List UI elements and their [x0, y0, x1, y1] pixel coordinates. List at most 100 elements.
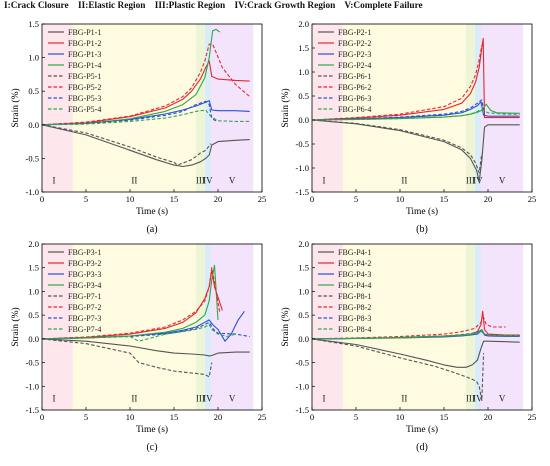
y-tick-label: 0.0: [28, 334, 39, 344]
y-tick-label: 0.5: [28, 310, 39, 320]
x-tick-label: 5: [354, 412, 358, 422]
legend-label-fbg-p1-2: FBG-P1-2: [68, 39, 101, 48]
x-tick-label: 0: [310, 194, 314, 204]
stage-label-2: II: [401, 176, 407, 186]
y-tick-label: 1.5: [28, 263, 39, 273]
y-tick-label: 2.0: [298, 19, 309, 29]
legend-label-fbg-p7-3: FBG-P7-3: [68, 314, 101, 323]
series-line-fbg-p6-2: [311, 42, 485, 121]
stage-label-1: I: [53, 176, 56, 186]
x-tick-label: 15: [170, 194, 179, 204]
legend-label-fbg-p7-1: FBG-P7-1: [68, 292, 101, 301]
series-line-fbg-p8-1: [311, 338, 485, 402]
legend-label-fbg-p5-3: FBG-P5-3: [68, 94, 101, 103]
legend-label-fbg-p3-1: FBG-P3-1: [68, 248, 101, 257]
series-line-fbg-p1-4: [41, 28, 221, 126]
y-tick-label: 0.5: [298, 310, 309, 320]
y-tick-label: -1.5: [296, 187, 309, 197]
y-tick-label: 0.5: [298, 91, 309, 101]
y-tick-label: -0.5: [26, 153, 39, 163]
x-tick-label: 0: [310, 412, 314, 422]
plot-frame: [311, 23, 533, 193]
y-tick-label: 1.0: [28, 53, 39, 63]
legend-label-fbg-p5-4: FBG-P5-4: [68, 105, 101, 114]
series-line-fbg-p5-2: [41, 43, 251, 126]
stage-legend-item-2: II:Elastic Region: [77, 1, 146, 11]
series-line-fbg-p1-1: [41, 124, 250, 168]
stage-region-1: [42, 24, 73, 192]
y-tick-label: 2.0: [298, 239, 309, 249]
y-axis-label: Strain (%): [10, 88, 21, 127]
stage-region-5: [480, 244, 524, 410]
plot-frame: [311, 243, 533, 411]
legend: FBG-P3-1 FBG-P3-2 FBG-P3-3 FBG-P3-4 FBG-P7-1…: [48, 248, 101, 334]
series-line-fbg-p6-4: [311, 108, 520, 121]
stage-label-5: V: [229, 394, 236, 404]
stage-label-3: III: [466, 176, 475, 186]
legend-label-fbg-p7-2: FBG-P7-2: [68, 303, 101, 312]
y-tick-label: -0.5: [26, 358, 39, 368]
legend-label-fbg-p1-3: FBG-P1-3: [68, 50, 101, 59]
stage-region-2: [72, 244, 196, 410]
legend-label-fbg-p7-4: FBG-P7-4: [68, 325, 101, 334]
legend-label-fbg-p3-3: FBG-P3-3: [68, 270, 101, 279]
stage-label-2: II: [131, 176, 137, 186]
x-tick-label: 15: [440, 412, 449, 422]
legend: FBG-P2-1 FBG-P2-2 FBG-P2-3 FBG-P2-4 FBG-P6-1…: [318, 28, 371, 114]
legend: FBG-P1-1 FBG-P1-2 FBG-P1-3 FBG-P1-4 FBG-P5-1…: [48, 28, 101, 114]
legend-label-fbg-p2-1: FBG-P2-1: [338, 28, 371, 37]
y-tick-label: -1.5: [26, 405, 39, 415]
y-tick-label: 0.0: [298, 334, 309, 344]
legend-label-fbg-p3-4: FBG-P3-4: [68, 281, 101, 290]
x-tick-label: 10: [396, 412, 405, 422]
x-axis-label: Time (s): [406, 424, 438, 435]
x-tick-label: 25: [258, 194, 267, 204]
y-axis-label: Strain (%): [10, 307, 21, 346]
y-tick-label: 0.0: [298, 115, 309, 125]
y-tick-label: -0.5: [296, 358, 309, 368]
stage-legend-item-4: IV:Crack Growth Region: [234, 1, 336, 11]
stage-region-1: [42, 244, 73, 410]
stage-region-3: [466, 24, 475, 192]
y-axis-label: Strain (%): [280, 88, 291, 127]
series-line-fbg-p6-3: [311, 99, 486, 121]
x-axis-label: Time (s): [406, 206, 438, 217]
stage-label-5: V: [499, 176, 506, 186]
stage-label-3: III: [196, 394, 205, 404]
stage-region-3: [466, 244, 475, 410]
series-line-fbg-p3-1: [41, 338, 250, 357]
stage-label-3: III: [196, 176, 205, 186]
stage-region-5: [480, 24, 524, 192]
x-tick-label: 20: [484, 194, 493, 204]
legend-label-fbg-p4-3: FBG-P4-3: [338, 270, 371, 279]
stage-label-2: II: [131, 394, 137, 404]
legend-label-fbg-p4-2: FBG-P4-2: [338, 259, 371, 268]
legend: FBG-P4-1 FBG-P4-2 FBG-P4-3 FBG-P4-4 FBG-P8-1…: [318, 248, 371, 334]
stage-region-2: [342, 244, 466, 410]
y-tick-label: 1.5: [298, 43, 309, 53]
series-line-fbg-p7-1: [41, 338, 213, 378]
y-tick-label: -1.0: [296, 163, 309, 173]
x-axis-label: Time (s): [136, 206, 168, 217]
x-tick-label: 10: [396, 194, 405, 204]
y-tick-label: 0.0: [28, 120, 39, 130]
series-line-fbg-p5-3: [41, 100, 219, 126]
y-tick-label: 0.5: [28, 86, 39, 96]
legend-label-fbg-p6-3: FBG-P6-3: [338, 94, 371, 103]
x-tick-label: 5: [84, 412, 88, 422]
legend-label-fbg-p4-1: FBG-P4-1: [338, 248, 371, 257]
stage-region-5: [210, 244, 254, 410]
stage-label-3: III: [466, 394, 475, 404]
plot-frame: [41, 243, 263, 411]
legend-label-fbg-p5-2: FBG-P5-2: [68, 83, 101, 92]
x-tick-label: 25: [528, 194, 537, 204]
y-tick-label: 1.0: [298, 286, 309, 296]
x-tick-label: 0: [40, 412, 44, 422]
series-line-fbg-p8-2: [311, 316, 506, 340]
stage-legend-item-3: III:Plastic Region: [154, 1, 226, 11]
stage-region-4: [204, 24, 211, 192]
stage-label-5: V: [229, 176, 236, 186]
